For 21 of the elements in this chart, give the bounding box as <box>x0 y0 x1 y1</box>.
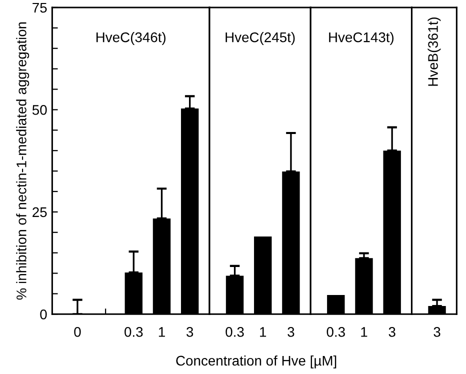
x-tick-label: 0.3 <box>326 327 345 337</box>
x-tick-label: 0 <box>74 327 81 337</box>
text: HveC(245t) <box>226 32 295 45</box>
y-axis-title: % inhibition of nectin-1-mediated aggregation <box>16 22 30 300</box>
text: HveB(361t) <box>428 18 441 86</box>
y-tick-label: 75 <box>32 2 47 13</box>
y-tick-label: 50 <box>32 105 47 115</box>
x-tick-label: 1 <box>361 327 368 337</box>
x-tick-label: 1 <box>158 327 165 337</box>
x-tick-label: 0.3 <box>124 327 143 337</box>
x-tick-label: 3 <box>288 327 294 337</box>
x-axis-title: Concentration of Hve [µM] <box>176 355 336 368</box>
x-tick-label: 3 <box>434 327 440 337</box>
x-tick-label: 3 <box>388 327 396 337</box>
x-tick-label: 1 <box>260 327 266 337</box>
y-tick-label: 0 <box>40 309 47 320</box>
x-tick-label: 3 <box>186 327 194 337</box>
x-tick-label: 0.3 <box>226 327 244 337</box>
y-tick-label: 25 <box>32 207 47 218</box>
text: HveC143t) <box>329 32 394 45</box>
text: HveC(346t) <box>96 32 166 45</box>
